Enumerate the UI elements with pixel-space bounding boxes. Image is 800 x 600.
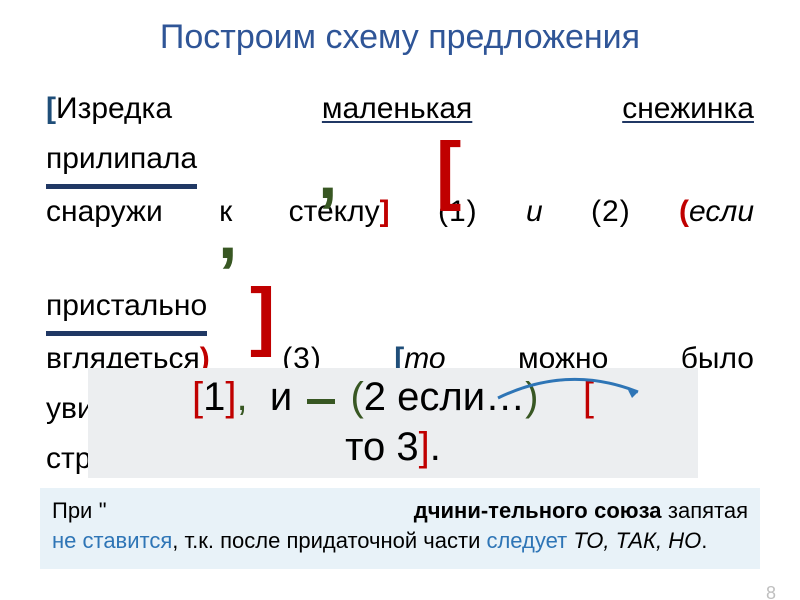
line-3b [46,232,754,280]
rule-text: При [52,498,99,523]
schema-text: 1 [203,375,225,419]
word-double-underlined: прилипала [46,135,197,186]
slide-title: Построим схему предложения [0,18,800,57]
line-2: прилипала [46,135,754,186]
schema-bracket: [ [192,375,203,419]
page-number: 8 [766,583,776,600]
slide-root: { "colors": { "title": "#2f5597", "brack… [0,18,800,600]
schema-bracket: ] [225,375,236,419]
schema-and: и [270,375,292,419]
word: к [219,195,232,228]
line-4: пристально [46,282,754,333]
word: снаружи [46,195,163,228]
schema-line-2: то 3]. [88,422,698,472]
schema-box: [1], и (2 если…) [ то 3]. [88,368,698,478]
close-bracket: ] [380,195,390,228]
schema-bracket: ] [419,425,430,469]
rule-gap [107,498,414,523]
word-underlined: маленькая [322,92,472,125]
line-1: [Изредка маленькая снежинка [46,85,754,133]
word-italic: если [689,195,754,228]
word: Изредка [56,92,172,125]
schema-paren: ( [350,375,363,419]
line-3: снаружи к стеклу] (1) и (2) (если [46,188,754,236]
rule-text: , т.к. после придаточной части [172,528,486,553]
word-underlined: снежинка [622,92,754,125]
word: стеклу [289,195,380,228]
rule-blue: не ставится [52,528,172,553]
rule-italic: ТО, ТАК, НО [573,528,701,553]
rule-box: При " дчини-тельного союза запятая не ст… [40,488,760,569]
rule-bold: дчини-тельного союза [414,498,662,523]
rule-quote: " [99,498,107,523]
schema-text: то 3 [345,425,418,469]
schema-dot: . [430,425,441,469]
number-marker: (1) [438,195,478,228]
word-double-underlined: пристально [46,282,207,333]
arrow-icon [488,370,658,404]
open-bracket: [ [46,92,56,125]
word-cut: стр [46,442,91,475]
rule-text: . [701,528,707,553]
open-paren: ( [679,195,689,228]
schema-bar-icon [307,399,335,404]
rule-blue: следует [486,528,573,553]
rule-text: запятая [661,498,748,523]
schema-comma: , [237,375,248,419]
conjunction: и [526,195,543,228]
number-marker: (2) [591,195,631,228]
